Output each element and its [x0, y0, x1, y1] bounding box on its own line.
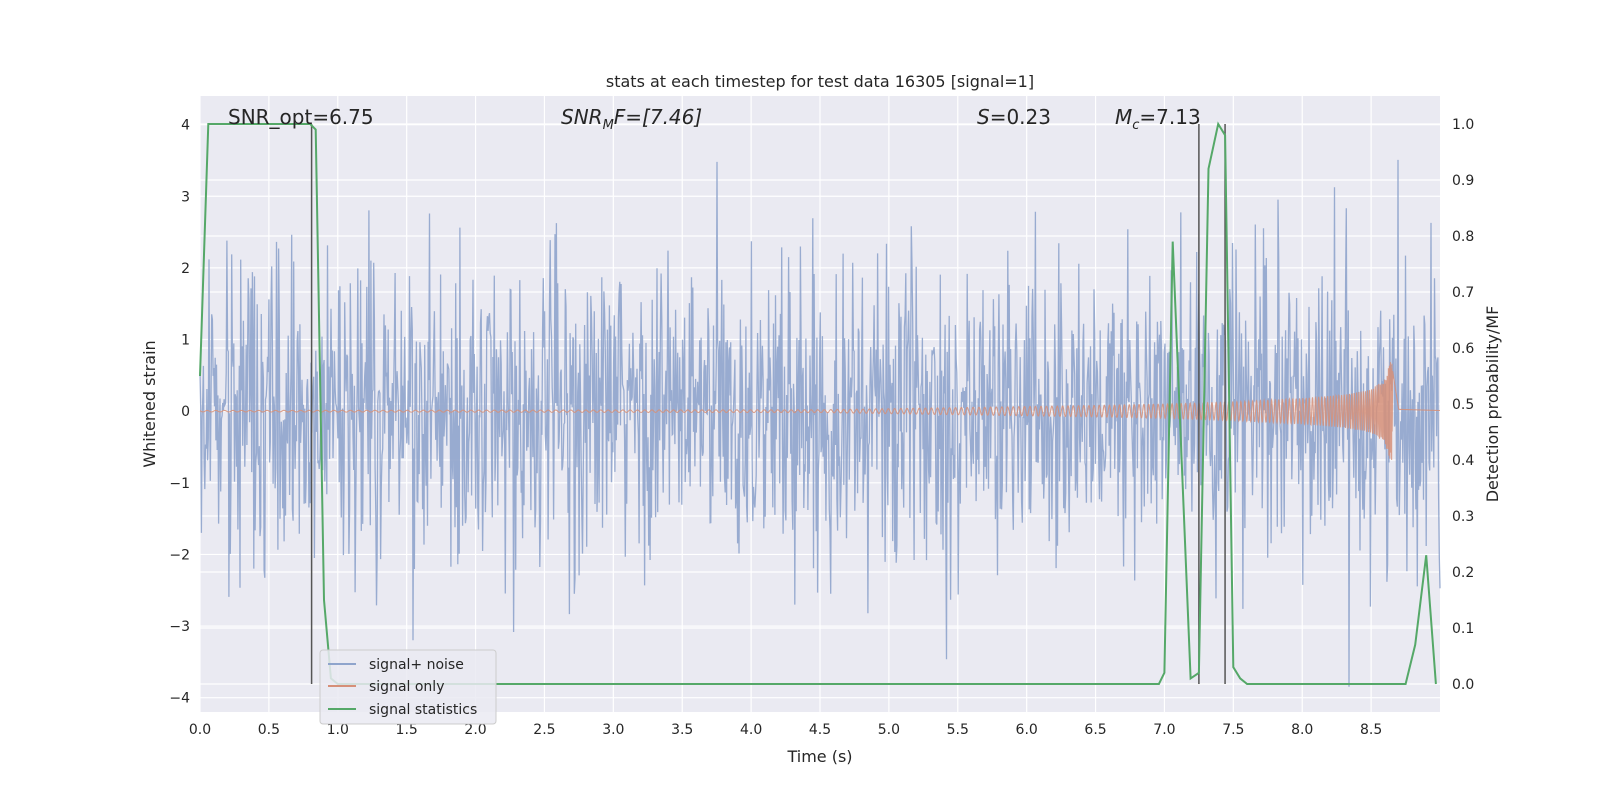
vertical-markers	[310, 124, 1226, 684]
signal-statistics-line	[199, 121, 1437, 685]
y-right-tick-4: 0.6	[1452, 341, 1474, 357]
y-right-tick-1: 0.9	[1452, 173, 1474, 189]
x-tick-1: 0.5	[258, 722, 280, 738]
y-right-axis-label: Detection probability/MF	[1483, 306, 1502, 503]
annotation-snr-mf-sub: M	[603, 118, 614, 133]
signal-only-line	[199, 362, 1441, 460]
signal-noise-line	[199, 159, 1441, 687]
y-left-tick-1: 3	[181, 189, 190, 205]
annotation-snr-mf-main: SNR	[561, 105, 603, 129]
x-tick-4: 2.0	[464, 722, 486, 738]
x-tick-14: 7.0	[1153, 722, 1175, 738]
annotation-snr-opt: SNR_opt=6.75	[228, 105, 374, 129]
chart-title: stats at each timestep for test data 163…	[606, 72, 1034, 91]
legend-label-signal-noise: signal+ noise	[369, 657, 464, 673]
y-left-tick-0: 4	[181, 118, 190, 134]
y-right-tick-6: 0.4	[1452, 453, 1474, 469]
x-tick-5: 2.5	[533, 722, 555, 738]
x-tick-15: 7.5	[1222, 722, 1244, 738]
series-signal-noise	[199, 159, 1441, 687]
y-left-tick-labels: 4 3 2 1 0 −1 −2 −3 −4	[169, 118, 190, 707]
x-tick-8: 4.0	[740, 722, 762, 738]
y-right-tick-9: 0.1	[1452, 621, 1474, 637]
legend-label-signal-statistics: signal statistics	[369, 702, 477, 718]
annotation-snr-mf: SNRMF=[7.46]	[561, 105, 702, 133]
y-right-tick-10: 0.0	[1452, 677, 1474, 693]
y-right-tick-8: 0.2	[1452, 565, 1474, 581]
annotation-s-rest: =0.23	[990, 105, 1051, 129]
y-right-tick-7: 0.3	[1452, 509, 1474, 525]
x-tick-12: 6.0	[1016, 722, 1038, 738]
x-tick-16: 8.0	[1291, 722, 1313, 738]
y-left-tick-3: 1	[181, 333, 190, 349]
series-signal-only	[199, 362, 1441, 460]
y-left-tick-7: −3	[169, 619, 190, 635]
y-right-tick-5: 0.5	[1452, 397, 1474, 413]
annotation-s-main: S	[977, 105, 990, 129]
x-tick-17: 8.5	[1360, 722, 1382, 738]
y-left-tick-8: −4	[169, 691, 190, 707]
y-left-tick-4: 0	[181, 404, 190, 420]
y-right-tick-3: 0.7	[1452, 285, 1474, 301]
x-tick-0: 0.0	[189, 722, 211, 738]
x-tick-13: 6.5	[1084, 722, 1106, 738]
annotation-mc-sub: c	[1132, 118, 1139, 133]
x-tick-9: 4.5	[809, 722, 831, 738]
x-tick-labels: 0.0 0.5 1.0 1.5 2.0 2.5 3.0 3.5 4.0 4.5 5.0 5.5 6.0 6…	[189, 722, 1382, 738]
x-tick-7: 3.5	[671, 722, 693, 738]
annotation-mc: Mc=7.13	[1115, 105, 1201, 133]
y-right-tick-labels: 1.0 0.9 0.8 0.7 0.6 0.5 0.4 0.3 0.2 0.1 0.0	[1452, 117, 1474, 693]
legend: signal+ noise signal only signal statist…	[319, 649, 497, 725]
x-tick-6: 3.0	[602, 722, 624, 738]
y-left-axis-label: Whitened strain	[140, 340, 159, 467]
annotation-s: S=0.23	[977, 105, 1051, 129]
series-signal-statistics	[199, 121, 1437, 685]
annotation-mc-rest: =7.13	[1139, 105, 1200, 129]
y-left-tick-6: −2	[169, 547, 190, 563]
annotation-mc-main: M	[1115, 105, 1132, 129]
y-right-tick-0: 1.0	[1452, 117, 1474, 133]
legend-label-signal-only: signal only	[369, 679, 444, 695]
x-tick-11: 5.5	[947, 722, 969, 738]
x-axis-label: Time (s)	[786, 747, 852, 766]
x-tick-3: 1.5	[396, 722, 418, 738]
x-tick-10: 5.0	[878, 722, 900, 738]
x-tick-2: 1.0	[327, 722, 349, 738]
y-left-tick-2: 2	[181, 261, 190, 277]
y-left-tick-5: −1	[169, 476, 190, 492]
y-right-tick-2: 0.8	[1452, 229, 1474, 245]
legend-box	[319, 649, 497, 725]
annotation-snr-mf-rest: F=[7.46]	[614, 105, 702, 129]
